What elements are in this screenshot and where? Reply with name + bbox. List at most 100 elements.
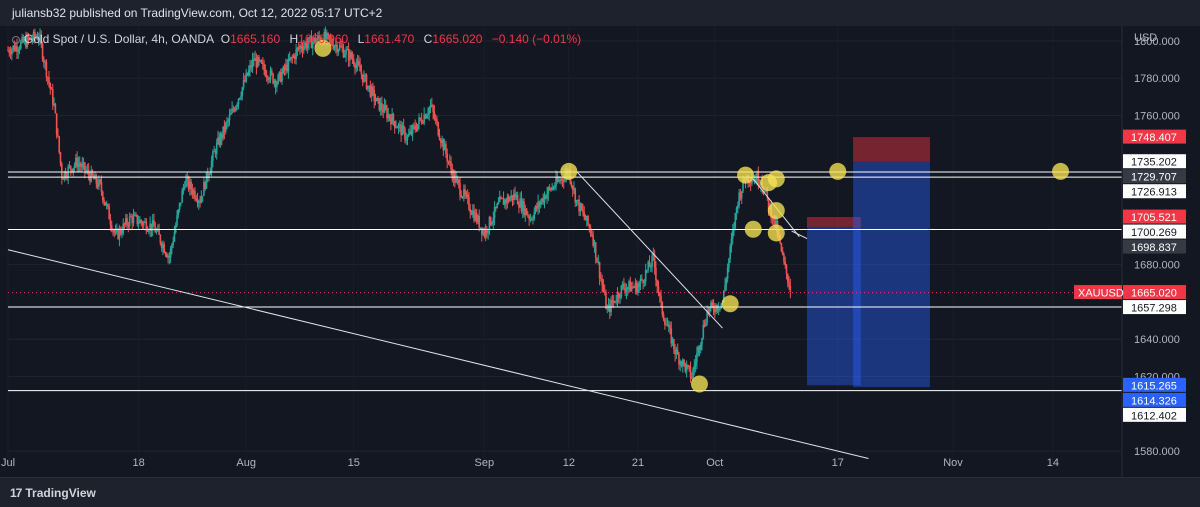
low-label: L (357, 32, 365, 46)
candle-body (241, 87, 244, 96)
candle-body (571, 185, 574, 190)
candle-body (356, 61, 359, 65)
candle-body (127, 224, 130, 227)
candle-body (431, 105, 433, 107)
tradingview-logo[interactable]: 17 TradingView (10, 486, 96, 500)
candle-body (537, 201, 539, 209)
candle-body (511, 195, 514, 201)
candle-body (172, 241, 174, 245)
candle-body (487, 230, 489, 234)
candle-body (84, 162, 86, 171)
candle-body (117, 229, 119, 239)
stop-loss-zone[interactable] (853, 137, 930, 162)
candle-body (774, 215, 776, 227)
candle-body (315, 39, 318, 44)
symbol-tag-box (1074, 285, 1122, 300)
take-profit-zone[interactable] (807, 226, 861, 386)
candle-body (706, 309, 708, 323)
candle-body (231, 108, 233, 114)
candle-body (493, 206, 496, 219)
highlight-marker[interactable] (744, 220, 762, 238)
highlight-marker[interactable] (767, 202, 785, 220)
highlight-marker[interactable] (767, 170, 785, 188)
candle-body (562, 180, 565, 182)
candle-body (200, 196, 203, 203)
candle-body (457, 180, 460, 184)
trend-line[interactable] (791, 230, 808, 239)
candle-body (253, 59, 255, 61)
candle-body (693, 365, 696, 370)
price-label: 1612.402 (1131, 410, 1177, 422)
candle-body (740, 191, 743, 199)
candle-body (159, 234, 162, 244)
candle-body (482, 230, 484, 235)
candle-body (228, 115, 231, 121)
footer-bar: 17 TradingView (0, 477, 1200, 507)
candle-body (144, 221, 146, 223)
stop-loss-zone[interactable] (807, 217, 861, 227)
candle-body (560, 178, 562, 181)
candle-body (591, 233, 593, 236)
candle-body (370, 86, 373, 97)
highlight-marker[interactable] (560, 162, 578, 180)
candle-body (405, 139, 408, 141)
candle-body (204, 181, 206, 189)
symbol-legend[interactable]: Gold Spot / U.S. Dollar, 4h, OANDA O1665… (12, 32, 587, 46)
take-profit-zone[interactable] (853, 161, 930, 388)
candle-body (690, 377, 693, 379)
candle-body (752, 180, 755, 182)
candle-body (233, 109, 236, 111)
candle-body (614, 300, 616, 303)
candle-body (290, 56, 292, 60)
highlight-marker[interactable] (314, 39, 332, 57)
trend-line[interactable] (7, 249, 869, 460)
candle-body (218, 137, 221, 145)
candle-body (190, 181, 192, 190)
candle-body (649, 266, 652, 268)
candle-body (711, 302, 714, 306)
candle-body (249, 65, 251, 71)
candle-body (788, 282, 790, 287)
candle-body (552, 187, 555, 189)
candle-body (612, 300, 615, 303)
candle-body (588, 224, 591, 228)
highlight-marker[interactable] (737, 166, 755, 184)
candle-body (705, 322, 707, 326)
candle-body (477, 215, 479, 223)
change-value: −0.140 (−0.01%) (491, 32, 582, 46)
candle-body (292, 55, 295, 58)
candle-body (137, 223, 140, 225)
highlight-marker[interactable] (1052, 162, 1070, 180)
candle-body (673, 339, 675, 349)
candle-body (710, 302, 712, 308)
highlight-marker[interactable] (829, 162, 847, 180)
candle-body (410, 130, 413, 135)
candle-body (488, 216, 491, 231)
candle-body (579, 203, 582, 212)
candle-body (251, 59, 254, 68)
highlight-marker[interactable] (690, 375, 708, 393)
visibility-dot-icon[interactable] (12, 36, 20, 44)
candle-body (334, 44, 337, 47)
candle-body (735, 207, 738, 214)
trend-line[interactable] (576, 171, 723, 329)
candle-body (724, 284, 726, 291)
candle-body (596, 258, 598, 263)
candle-body (626, 287, 629, 290)
candle-body (40, 35, 43, 44)
highlight-marker[interactable] (767, 224, 785, 242)
price-label-box (1123, 184, 1186, 199)
candle-body (547, 187, 550, 194)
candle-body (589, 227, 592, 234)
candle-body (637, 287, 639, 294)
candle-body (414, 125, 416, 130)
candle-body (685, 365, 688, 372)
highlight-marker[interactable] (721, 295, 739, 313)
candle-body (409, 130, 411, 135)
candle-body (383, 105, 386, 113)
candle-body (60, 163, 63, 179)
candle-body (689, 367, 692, 378)
candle-body (739, 192, 742, 199)
candle-body (69, 165, 72, 170)
